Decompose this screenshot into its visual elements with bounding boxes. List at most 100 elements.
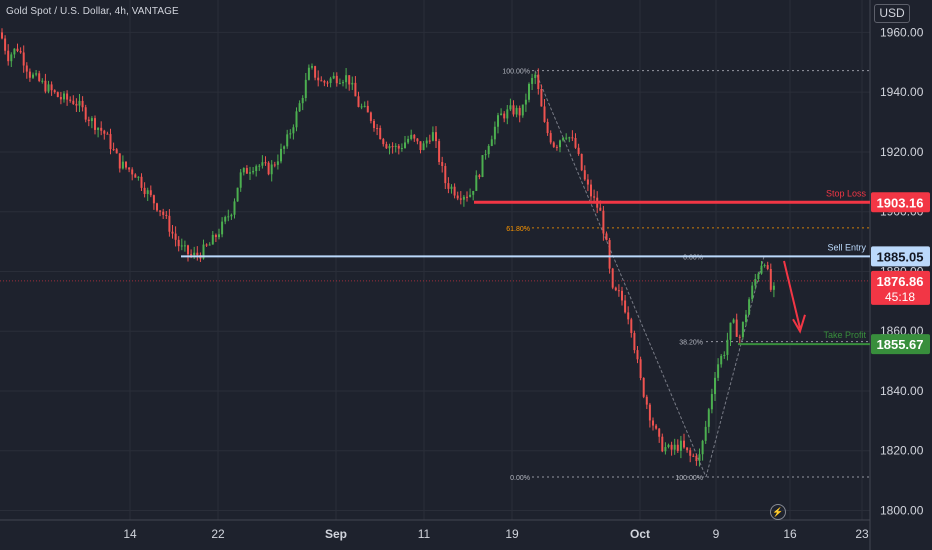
- candle-body: [13, 48, 16, 55]
- candle-body: [645, 396, 648, 405]
- candle-body: [466, 196, 468, 198]
- candle-body: [586, 179, 589, 185]
- chart-title: Gold Spot / U.S. Dollar, 4h, VANTAGE: [6, 6, 179, 17]
- candle-body: [245, 168, 248, 174]
- candle-body: [617, 290, 620, 292]
- candle-body: [772, 285, 775, 290]
- candle-body: [562, 137, 565, 141]
- candle-body: [289, 133, 292, 135]
- candle-body: [602, 210, 605, 234]
- candle-body: [267, 162, 270, 175]
- candle-body: [131, 169, 134, 175]
- candle-body: [273, 164, 276, 166]
- candle-body: [769, 268, 772, 290]
- candle-body: [326, 82, 329, 84]
- candle-body: [456, 195, 459, 199]
- level-label-sell-entry: Sell Entry: [827, 242, 866, 252]
- current-price-label: 1876.86: [877, 274, 924, 289]
- candle-body: [410, 134, 413, 139]
- candle-body: [738, 336, 741, 338]
- current-price-box: [871, 270, 930, 305]
- candle-body: [118, 153, 121, 169]
- candle-body: [140, 176, 143, 188]
- candle-body: [431, 132, 434, 141]
- currency-button[interactable]: USD: [874, 4, 910, 23]
- lightning-icon[interactable]: ⚡: [770, 504, 786, 520]
- candle-body: [763, 265, 766, 267]
- candle-body: [404, 142, 406, 148]
- candle-body: [698, 454, 701, 462]
- candle-body: [283, 146, 286, 149]
- candle-body: [41, 80, 44, 82]
- candle-body: [506, 109, 509, 119]
- candle-body: [255, 166, 258, 172]
- candle-body: [224, 216, 227, 222]
- y-tick-label: 1820.00: [880, 444, 924, 458]
- price-label-box: [871, 192, 930, 213]
- x-tick-label: 19: [505, 527, 519, 541]
- x-tick-label: 14: [123, 527, 137, 541]
- candle-body: [180, 245, 183, 247]
- candle-body: [692, 455, 695, 457]
- candle-body: [385, 144, 388, 149]
- candle-body: [165, 214, 168, 216]
- candle-body: [351, 82, 354, 85]
- candle-body: [546, 121, 549, 134]
- candle-body: [695, 455, 698, 462]
- candle-body: [543, 106, 546, 122]
- candle-body: [509, 105, 512, 110]
- candle-body: [81, 100, 84, 108]
- level-label-take-profit: Take Profit: [823, 330, 866, 340]
- candle-body: [397, 145, 400, 149]
- candle-body: [639, 359, 642, 379]
- candle-body: [490, 139, 493, 146]
- candle-body: [710, 394, 713, 410]
- candle-body: [345, 75, 348, 83]
- candle-body: [329, 78, 332, 83]
- candle-body: [605, 233, 608, 241]
- candle-body: [171, 231, 174, 234]
- candle-body: [679, 440, 682, 451]
- candle-body: [205, 244, 208, 246]
- candle-body: [614, 287, 617, 291]
- candle-body: [515, 107, 518, 115]
- candle-body: [221, 221, 224, 235]
- candle-body: [214, 234, 217, 238]
- candle-body: [441, 162, 444, 167]
- candle-body: [146, 190, 149, 195]
- candle-body: [400, 147, 403, 149]
- candle-body: [208, 244, 211, 246]
- candle-body: [332, 75, 335, 79]
- candle-body: [475, 175, 478, 191]
- candles-group: [1, 28, 775, 467]
- candle-body: [382, 139, 385, 145]
- candle-body: [707, 409, 710, 427]
- candle-body: [478, 175, 481, 178]
- candle-body: [44, 80, 47, 92]
- candle-body: [317, 77, 320, 81]
- candle-body: [177, 239, 180, 247]
- candle-body: [159, 210, 162, 212]
- price-label-sell-entry: 1885.05: [877, 249, 924, 264]
- candle-body: [394, 145, 397, 147]
- candle-body: [121, 161, 124, 169]
- x-tick-label: Sep: [325, 527, 347, 541]
- candle-body: [388, 146, 391, 149]
- candle-body: [735, 319, 738, 337]
- candle-body: [667, 444, 670, 448]
- candle-body: [304, 79, 307, 99]
- candle-body: [354, 82, 357, 97]
- candle-body: [152, 195, 155, 204]
- candle-body: [311, 66, 313, 68]
- candle-body: [78, 100, 81, 106]
- candle-body: [599, 207, 602, 211]
- candle-body: [652, 420, 654, 426]
- candle-body: [72, 100, 75, 104]
- fib-level-label: 100.00%: [675, 475, 703, 482]
- candle-body: [357, 96, 360, 107]
- candle-body: [258, 165, 261, 167]
- projection-arrow-line: [783, 260, 801, 329]
- candle-body: [7, 50, 10, 62]
